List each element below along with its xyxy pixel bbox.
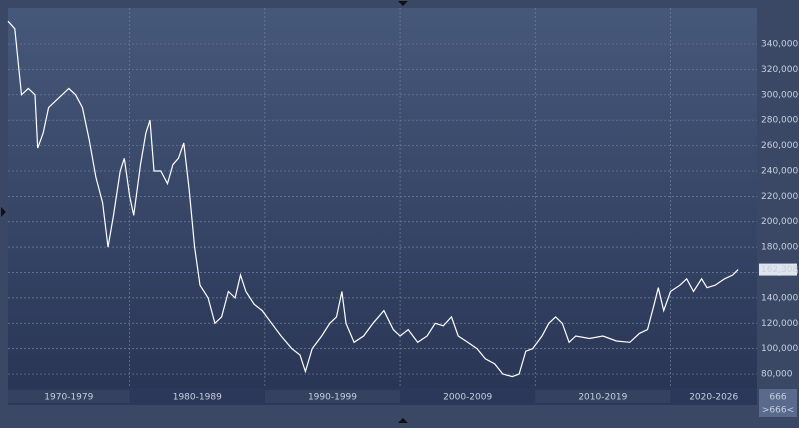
x-band <box>670 390 757 403</box>
y-tick-label: 80,000 <box>761 370 793 380</box>
x-band-label: 2010-2019 <box>578 393 627 403</box>
last-value-label: 162,308 <box>761 265 798 275</box>
y-tick-label: 320,000 <box>761 65 798 75</box>
x-band <box>8 390 130 403</box>
x-band-label: 1990-1999 <box>308 393 357 403</box>
x-band <box>129 390 265 403</box>
y-tick-label: 180,000 <box>761 243 798 253</box>
y-tick-label: 140,000 <box>761 293 798 303</box>
plot-area <box>8 8 757 388</box>
top-arrow <box>398 1 408 6</box>
y-tick-label: 340,000 <box>761 40 798 50</box>
x-band-label: 1980-1989 <box>173 393 222 403</box>
bottom-arrow <box>398 418 408 423</box>
y-tick-label: 240,000 <box>761 166 798 176</box>
y-tick-label: 100,000 <box>761 344 798 354</box>
y-tick-label: 120,000 <box>761 319 798 329</box>
x-band-label: 2020-2026 <box>689 393 738 403</box>
last-value-box <box>759 263 797 276</box>
corner-label: >666< <box>762 406 794 416</box>
y-tick-label: 220,000 <box>761 192 798 202</box>
left-arrow <box>1 207 6 217</box>
x-band <box>535 390 671 403</box>
corner-box <box>759 389 797 417</box>
y-tick-label: 260,000 <box>761 141 798 151</box>
y-tick-label: 280,000 <box>761 116 798 126</box>
corner-label: 666 <box>769 393 786 403</box>
x-band <box>264 390 401 403</box>
x-band-label: 2000-2009 <box>443 393 492 403</box>
y-tick-label: 300,000 <box>761 90 798 100</box>
x-band <box>400 390 536 403</box>
x-band-label: 1970-1979 <box>44 393 93 403</box>
y-tick-label: 200,000 <box>761 217 798 227</box>
line <box>7 20 739 378</box>
